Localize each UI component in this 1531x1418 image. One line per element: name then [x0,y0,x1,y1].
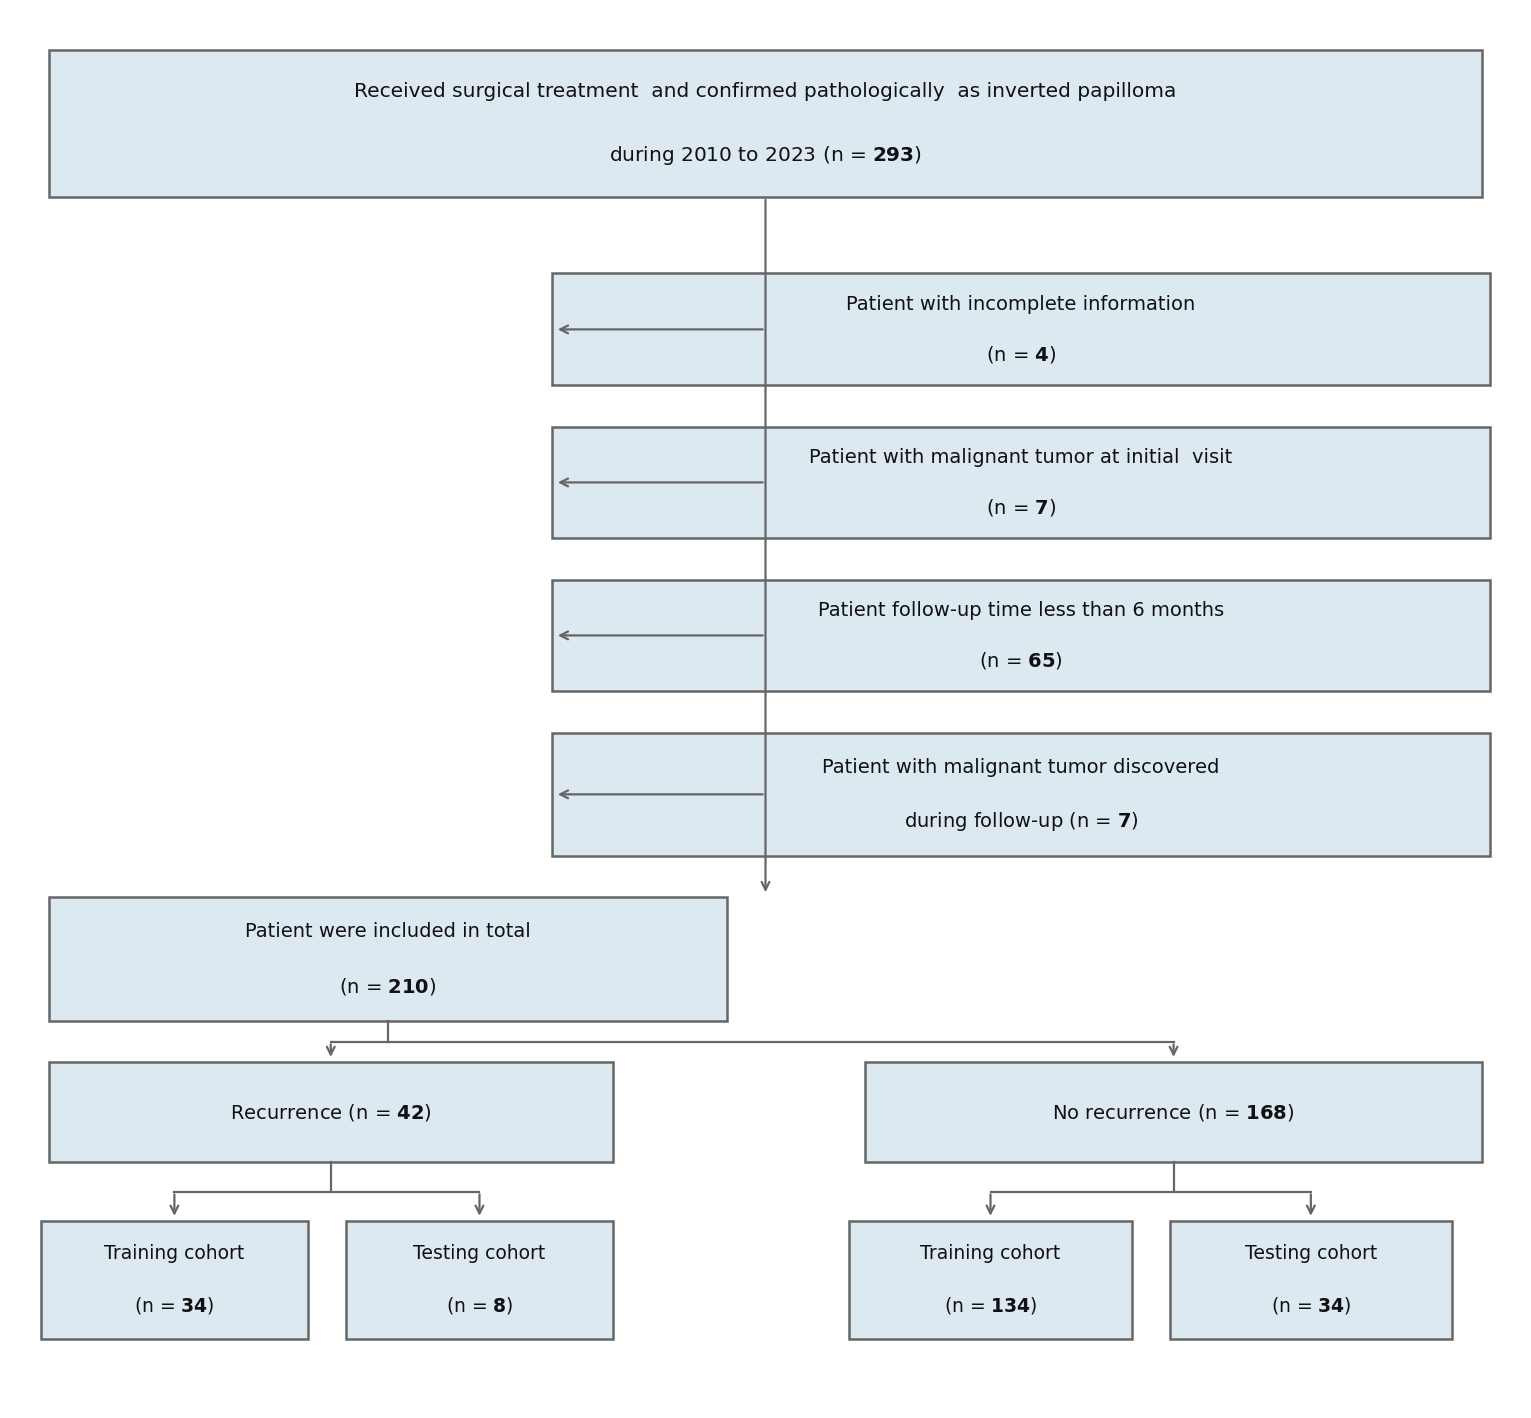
Text: Testing cohort: Testing cohort [1245,1245,1376,1263]
FancyBboxPatch shape [49,50,1482,197]
Text: No recurrence (n = $\bf{168}$): No recurrence (n = $\bf{168}$) [1052,1102,1295,1123]
Text: Recurrence (n = $\bf{42}$): Recurrence (n = $\bf{42}$) [230,1102,432,1123]
FancyBboxPatch shape [553,580,1490,692]
Text: Received surgical treatment  and confirmed pathologically  as inverted papilloma: Received surgical treatment and confirme… [354,82,1177,101]
Text: (n = $\bf{4}$): (n = $\bf{4}$) [986,343,1056,364]
Text: Testing cohort: Testing cohort [413,1245,545,1263]
Text: during 2010 to 2023 (n = $\bf{293}$): during 2010 to 2023 (n = $\bf{293}$) [609,145,922,167]
Text: (n = $\bf{34}$): (n = $\bf{34}$) [135,1295,214,1316]
Text: (n = $\bf{34}$): (n = $\bf{34}$) [1271,1295,1352,1316]
Text: Training cohort: Training cohort [104,1245,245,1263]
Text: (n = $\bf{134}$): (n = $\bf{134}$) [943,1295,1038,1316]
Text: Patient with malignant tumor discovered: Patient with malignant tumor discovered [822,757,1220,777]
Text: (n = $\bf{210}$): (n = $\bf{210}$) [340,976,436,997]
Text: Patient with malignant tumor at initial  visit: Patient with malignant tumor at initial … [810,448,1232,468]
FancyBboxPatch shape [1170,1221,1451,1339]
Text: Patient were included in total: Patient were included in total [245,923,531,942]
FancyBboxPatch shape [49,1062,612,1163]
Text: (n = $\bf{65}$): (n = $\bf{65}$) [980,649,1063,671]
FancyBboxPatch shape [850,1221,1131,1339]
FancyBboxPatch shape [346,1221,612,1339]
FancyBboxPatch shape [49,898,727,1021]
FancyBboxPatch shape [553,427,1490,539]
FancyBboxPatch shape [553,733,1490,856]
Text: (n = $\bf{8}$): (n = $\bf{8}$) [446,1295,513,1316]
FancyBboxPatch shape [865,1062,1482,1163]
Text: Patient with incomplete information: Patient with incomplete information [847,295,1196,315]
Text: during follow-up (n = $\bf{7}$): during follow-up (n = $\bf{7}$) [903,810,1139,832]
FancyBboxPatch shape [553,274,1490,386]
Text: (n = $\bf{7}$): (n = $\bf{7}$) [986,496,1056,518]
Text: Training cohort: Training cohort [920,1245,1061,1263]
FancyBboxPatch shape [41,1221,308,1339]
Text: Patient follow-up time less than 6 months: Patient follow-up time less than 6 month… [818,601,1225,620]
